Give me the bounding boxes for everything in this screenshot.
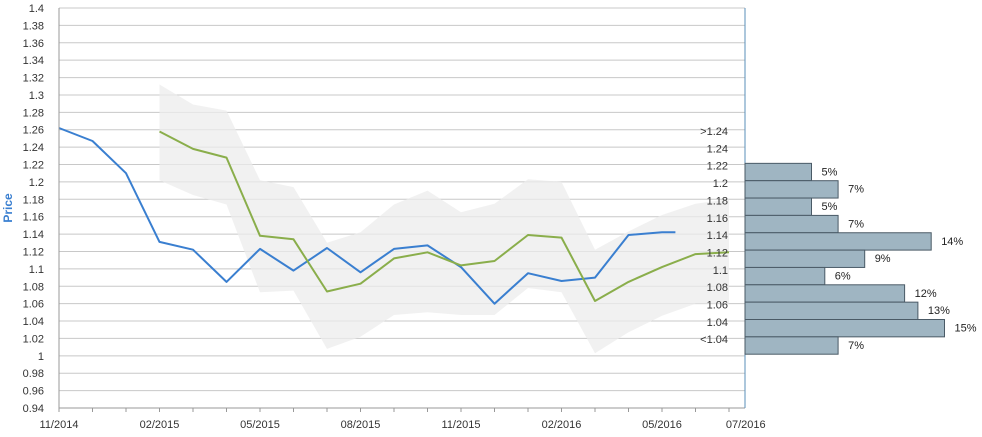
histogram-bin-label: 1.08 xyxy=(707,282,728,294)
y-tick-label: 1.4 xyxy=(29,3,44,15)
y-tick-label: 1 xyxy=(38,351,44,363)
histogram-bar xyxy=(744,266,826,286)
y-tick-label: 1.32 xyxy=(23,73,44,85)
distribution-histogram: >1.24 1.24 5% 1.22 7% 1.2 5% 1.18 7% 1.16 14% 1.14 9… xyxy=(700,126,977,355)
histogram-bar xyxy=(744,232,932,251)
y-tick-label: 1.18 xyxy=(23,194,44,206)
y-tick-label: 1.04 xyxy=(23,316,44,328)
y-axis-label: Price xyxy=(1,193,15,223)
y-tick-label: 1.06 xyxy=(23,299,44,311)
histogram-bin-label: 1.1 xyxy=(713,265,728,277)
histogram-value-label: 5% xyxy=(822,201,838,213)
histogram-value-label: 15% xyxy=(955,323,977,335)
y-tick-label: 1.2 xyxy=(29,177,44,189)
x-tick-label: 11/2014 xyxy=(40,419,79,431)
y-tick-label: 1.1 xyxy=(29,264,44,276)
confidence-band-layer xyxy=(159,84,729,354)
histogram-bar xyxy=(744,284,906,303)
y-tick-label: 1.12 xyxy=(23,246,44,258)
y-tick-label: 1.02 xyxy=(23,333,44,345)
histogram-value-label: 5% xyxy=(822,166,838,178)
y-tick-label: 0.94 xyxy=(23,403,44,415)
y-tick-label: 1.38 xyxy=(23,20,44,32)
histogram-bin-label: 1.22 xyxy=(707,161,728,173)
histogram-bar xyxy=(744,319,945,338)
histogram-value-label: 14% xyxy=(941,236,963,248)
x-tick-label: 02/2016 xyxy=(542,419,582,431)
axis-layer: 1.4 1.38 1.36 1.34 1.32 1.3 1.28 1.26 1.24 1.22 1.… xyxy=(23,3,766,431)
y-tick-label: 0.98 xyxy=(23,368,44,380)
histogram-bar xyxy=(744,336,839,355)
y-tick-label: 1.24 xyxy=(23,142,44,154)
histogram-bin-label: >1.24 xyxy=(700,126,728,138)
forecast-line xyxy=(159,130,730,302)
histogram-bin-label: 1.16 xyxy=(707,213,728,225)
y-tick-label: 1.16 xyxy=(23,212,44,224)
histogram-bin-label: 1.12 xyxy=(707,247,728,259)
x-tick-label: 02/2015 xyxy=(140,419,180,431)
y-tick-label: 1.22 xyxy=(23,160,44,172)
y-tick-label: 1.34 xyxy=(23,55,44,67)
histogram-bin-label: <1.04 xyxy=(700,334,728,346)
y-tick-label: 1.3 xyxy=(29,90,44,102)
y-tick-label: 1.28 xyxy=(23,107,44,119)
x-tick-label: 05/2016 xyxy=(642,419,682,431)
histogram-value-label: 13% xyxy=(928,305,950,317)
histogram-value-label: 12% xyxy=(915,288,937,300)
histogram-bar xyxy=(744,214,839,234)
y-tick-label: 0.96 xyxy=(23,386,44,398)
histogram-bin-label: 1.18 xyxy=(707,195,728,207)
x-tick-label: 05/2015 xyxy=(240,419,280,431)
histogram-value-label: 9% xyxy=(875,253,891,265)
histogram-bin-label: 1.14 xyxy=(707,230,728,242)
y-tick-label: 1.14 xyxy=(23,229,44,241)
history-line xyxy=(58,127,676,305)
series-layer xyxy=(58,127,730,305)
confidence-band xyxy=(159,84,729,354)
histogram-value-label: 6% xyxy=(835,270,851,282)
histogram-bar xyxy=(744,197,812,216)
y-tick-label: 1.36 xyxy=(23,38,44,50)
y-tick-label: 1.08 xyxy=(23,281,44,293)
histogram-bar xyxy=(744,162,812,182)
histogram-bin-label: 1.06 xyxy=(707,300,728,312)
x-tick-label: 08/2015 xyxy=(341,419,381,431)
histogram-bar xyxy=(744,180,839,199)
histogram-value-label: 7% xyxy=(848,218,864,230)
x-tick-label: 11/2015 xyxy=(442,419,481,431)
histogram-bin-label: 1.2 xyxy=(713,178,728,190)
histogram-bin-label: 1.04 xyxy=(707,317,728,329)
histogram-value-label: 7% xyxy=(848,184,864,196)
y-tick-label: 1.26 xyxy=(23,125,44,137)
histogram-value-label: 7% xyxy=(848,340,864,352)
histogram-bar xyxy=(744,249,866,268)
x-tick-label: 07/2016 xyxy=(726,419,766,431)
histogram-bar xyxy=(744,301,919,320)
histogram-bin-label: 1.24 xyxy=(707,143,728,155)
